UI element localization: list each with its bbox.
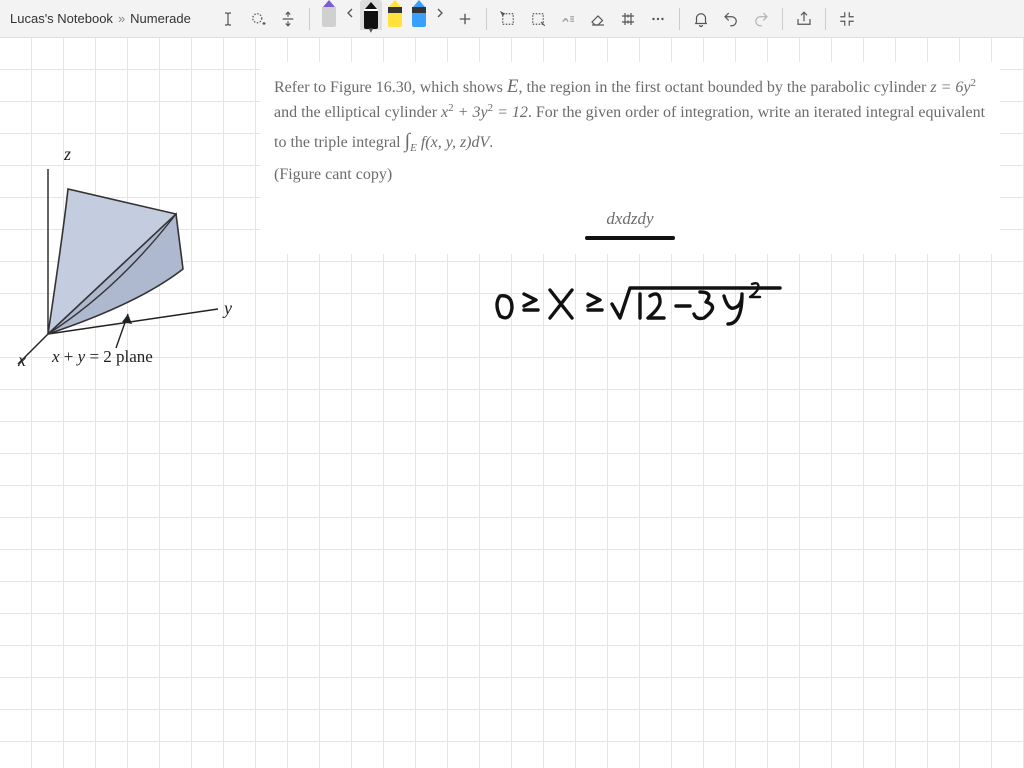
collapse-icon[interactable] [834,6,860,32]
convert-text-icon[interactable] [555,6,581,32]
pen-black-selected[interactable]: ▾ [360,0,382,30]
highlighter-yellow[interactable] [384,0,406,30]
share-icon[interactable] [791,6,817,32]
z-axis-label: z [63,144,71,164]
integral-fn: f(x, y, z)dV [417,134,489,151]
highlighter-blue[interactable] [408,0,430,30]
problem-segment: , the region in the first octant bounded… [518,79,930,96]
problem-note: (Figure cant copy) [274,163,986,188]
pen-tools: ▾ [318,0,448,38]
next-pen-icon[interactable] [432,0,448,26]
x-axis-label: x [17,350,26,370]
bell-icon[interactable] [688,6,714,32]
toolbar-separator [679,8,680,30]
figure-3d: z y x x + y = 2 plane [8,134,248,374]
page-title: Numerade [130,11,191,26]
eraser-icon[interactable] [585,6,611,32]
underline-stroke [585,236,675,240]
differential-order: dxdzdy [606,209,653,228]
text-cursor-icon[interactable] [215,6,241,32]
handwriting [490,278,810,338]
more-icon[interactable] [645,6,671,32]
breadcrumb-sep: » [118,11,125,26]
canvas[interactable]: Refer to Figure 16.30, which shows E, th… [0,38,1024,768]
math-eq1-exp: 2 [970,77,976,89]
math-exp: 2 [488,102,494,114]
breadcrumb[interactable]: Lucas's Notebook » Numerade [10,11,191,26]
math-rhs: = 12 [493,104,528,121]
pen-purple[interactable] [318,0,340,30]
chevron-down-icon: ▾ [369,25,374,36]
add-icon[interactable] [452,6,478,32]
redo-icon[interactable] [748,6,774,32]
space-vertical-icon[interactable] [275,6,301,32]
plane-label: x + y = 2 plane [51,347,153,366]
integral-sub: E [410,142,417,154]
problem-segment: Refer to Figure 16.30, which shows [274,79,507,96]
select-rect-icon[interactable] [495,6,521,32]
math-E: E [507,76,519,97]
problem-segment: . [489,134,493,151]
notebook-title: Lucas's Notebook [10,11,113,26]
y-axis-label: y [222,298,232,318]
toolbar-separator [486,8,487,30]
toolbar-separator [782,8,783,30]
problem-text: Refer to Figure 16.30, which shows E, th… [260,62,1000,254]
ruler-icon[interactable] [615,6,641,32]
lasso-rect-icon[interactable] [525,6,551,32]
prev-pen-icon[interactable] [342,0,358,26]
toolbar-separator [309,8,310,30]
math-plus: + 3y [454,104,488,121]
undo-icon[interactable] [718,6,744,32]
toolbar-separator [825,8,826,30]
lasso-add-icon[interactable] [245,6,271,32]
math-exp: 2 [448,102,454,114]
math-eq1: z = 6y [930,79,970,96]
problem-segment: and the elliptical cylinder [274,104,441,121]
toolbar: Lucas's Notebook » Numerade ▾ [0,0,1024,38]
